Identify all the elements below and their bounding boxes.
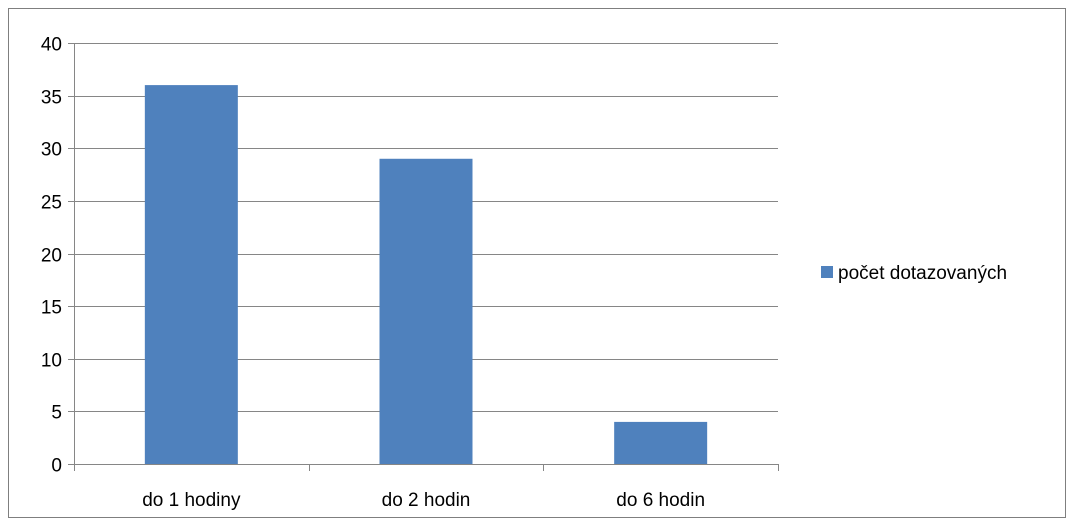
y-tick-label: 20 [41, 246, 62, 267]
y-tick-label: 15 [41, 298, 62, 319]
bar-1 [144, 85, 238, 464]
y-tick-labels: 0 5 10 15 20 25 30 35 40 [41, 35, 62, 477]
x-tick-label: do 2 hodin [382, 490, 471, 511]
legend: počet dotazovaných [821, 263, 1007, 284]
x-tick-label: do 6 hodin [616, 490, 705, 511]
y-tick-label: 35 [41, 88, 62, 109]
x-tick-labels: do 1 hodiny do 2 hodin do 6 hodin [142, 490, 705, 511]
bar-3 [614, 421, 708, 464]
y-tick-label: 0 [51, 456, 62, 477]
y-tick-label: 5 [51, 403, 62, 424]
bars [144, 85, 708, 464]
x-tick-label: do 1 hodiny [142, 490, 241, 511]
bar-2 [379, 158, 473, 464]
y-tick-label: 10 [41, 351, 62, 372]
axes [68, 43, 779, 471]
legend-swatch [821, 266, 833, 278]
y-tick-label: 40 [41, 35, 62, 56]
y-tick-label: 30 [41, 140, 62, 161]
legend-label: počet dotazovaných [838, 263, 1007, 284]
y-tick-label: 25 [41, 193, 62, 214]
